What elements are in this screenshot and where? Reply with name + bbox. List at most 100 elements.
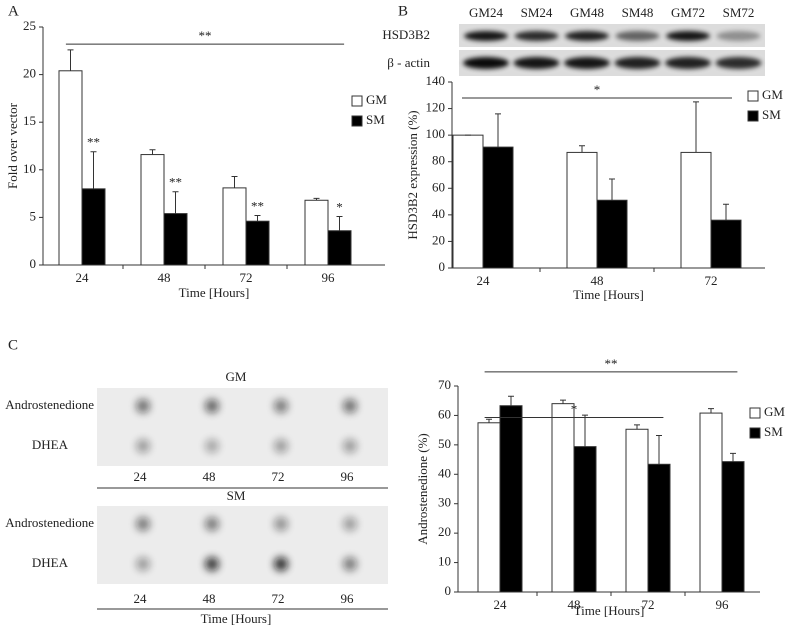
spot (343, 439, 357, 453)
legend-label: SM (764, 424, 783, 439)
error-bar (609, 178, 615, 201)
legend-label: SM (762, 107, 781, 122)
bar (710, 219, 742, 269)
significance-label: ** (251, 198, 264, 213)
y-tick-label: 140 (426, 73, 446, 88)
spot (274, 517, 288, 531)
x-tick-label: 48 (591, 273, 604, 288)
spot (274, 399, 288, 413)
y-tick-label: 80 (432, 153, 445, 168)
panel-label: A (8, 3, 19, 19)
x-tick-label: 72 (642, 597, 655, 612)
lane-label: 72 (272, 469, 285, 484)
band (716, 31, 761, 41)
error-bar (634, 424, 640, 430)
x-tick-label: 96 (322, 270, 336, 285)
y-tick-label: 50 (438, 436, 451, 451)
tlc-row-label: DHEA (32, 555, 69, 570)
spot (343, 557, 357, 571)
lane-label: 96 (341, 591, 355, 606)
legend-swatch (749, 427, 761, 439)
lane-label: 48 (203, 591, 216, 606)
y-tick-label: 60 (432, 179, 445, 194)
y-tick-label: 15 (23, 113, 36, 128)
y-tick-label: 60 (438, 406, 451, 421)
y-tick-label: 25 (23, 18, 36, 33)
y-tick-label: 10 (438, 554, 451, 569)
error-bar (336, 215, 343, 231)
error-bar (708, 408, 714, 414)
bar (573, 446, 597, 593)
tlc-row-label: Androstenedione (5, 397, 94, 412)
spot (205, 557, 219, 571)
x-axis-title: Time [Hours] (179, 285, 250, 300)
error-bar (149, 149, 156, 155)
spot (136, 399, 150, 413)
lane-label: 72 (272, 591, 285, 606)
bar (452, 134, 484, 269)
band (666, 31, 710, 41)
spot (343, 517, 357, 531)
error-bar (656, 434, 662, 465)
band (514, 31, 559, 41)
error-bar (172, 191, 179, 214)
error-bar (67, 49, 74, 71)
error-bar (723, 203, 729, 221)
bar (499, 405, 523, 593)
blot-strip (459, 50, 765, 76)
blot-row-label: β - actin (387, 55, 430, 70)
tlc-title: SM (227, 488, 246, 503)
y-tick-label: 5 (30, 208, 37, 223)
band (615, 31, 660, 41)
legend-swatch (749, 407, 761, 419)
lane-label: GM72 (671, 5, 705, 20)
y-tick-label: 20 (432, 232, 445, 247)
bar (327, 230, 352, 266)
spot (343, 399, 357, 413)
significance-label: ** (199, 28, 212, 43)
x-tick-label: 96 (716, 597, 730, 612)
legend-swatch (351, 95, 363, 107)
lane-label: 24 (134, 469, 148, 484)
y-axis-title: Fold over vector (5, 102, 20, 189)
spot (136, 439, 150, 453)
band (464, 31, 508, 41)
y-axis-title: Androstenedione (%) (415, 433, 430, 545)
significance-label: * (594, 82, 601, 97)
legend-swatch (351, 115, 363, 127)
bar (566, 151, 598, 269)
tlc-title: GM (226, 369, 247, 384)
error-bar (582, 414, 588, 447)
legend-swatch (747, 90, 759, 102)
y-tick-label: 20 (438, 524, 451, 539)
error-bar (508, 395, 514, 406)
band (463, 57, 509, 69)
bar (721, 461, 745, 593)
lane-label: SM72 (723, 5, 755, 20)
significance-label: ** (87, 135, 100, 150)
bar (163, 213, 188, 266)
bar (140, 154, 165, 266)
y-tick-label: 10 (23, 161, 36, 176)
y-tick-label: 30 (438, 495, 451, 510)
x-axis-title: Time [Hours] (573, 287, 644, 302)
bar (625, 428, 649, 593)
lane-label: GM48 (570, 5, 604, 20)
significance-label: ** (605, 356, 618, 371)
y-tick-label: 40 (432, 206, 445, 221)
y-tick-label: 0 (439, 259, 446, 274)
band (513, 57, 560, 69)
x-axis-title: Time [Hours] (574, 603, 645, 618)
legend-label: GM (764, 404, 785, 419)
spot (274, 439, 288, 453)
error-bar (693, 101, 699, 153)
tlc-row-label: Androstenedione (5, 515, 94, 530)
spot (205, 439, 219, 453)
lane-label: 24 (134, 591, 148, 606)
band (715, 57, 762, 69)
x-tick-label: 48 (568, 597, 581, 612)
error-bar (90, 151, 97, 189)
band (564, 57, 610, 69)
bar (222, 187, 247, 266)
